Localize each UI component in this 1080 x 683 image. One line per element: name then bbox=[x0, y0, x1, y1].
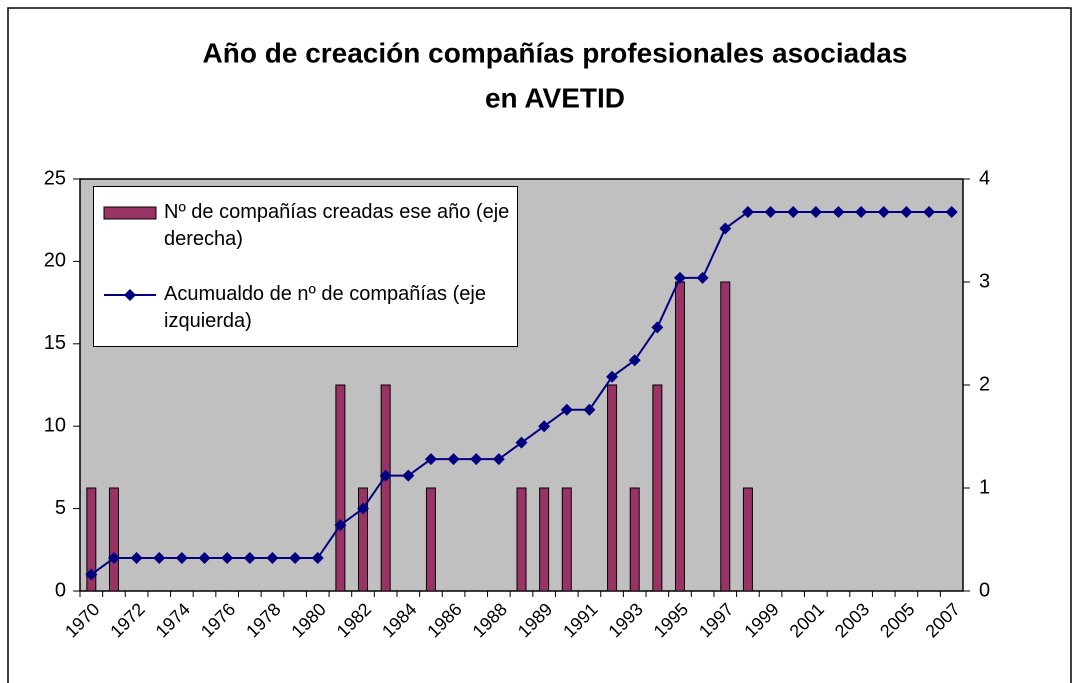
legend-key bbox=[103, 206, 157, 220]
y-tick-label: 10 bbox=[44, 414, 66, 436]
marker bbox=[719, 222, 732, 235]
y-tick-label: 15 bbox=[44, 332, 66, 354]
legend-label: Acumualdo de nº de compañías (eje izquie… bbox=[164, 283, 486, 332]
marker bbox=[492, 453, 505, 466]
y2-tick-label: 0 bbox=[979, 579, 990, 601]
legend-keys bbox=[103, 206, 157, 301]
y2-tick-label: 4 bbox=[979, 167, 990, 189]
legend-key bbox=[124, 289, 136, 301]
bar bbox=[742, 487, 753, 592]
marker bbox=[583, 403, 596, 416]
bar bbox=[380, 384, 391, 592]
bar bbox=[86, 487, 97, 592]
bar bbox=[607, 384, 618, 592]
bar bbox=[358, 487, 369, 592]
chart-title: Año de creación compañías profesionales … bbox=[203, 37, 908, 68]
marker bbox=[402, 469, 415, 482]
marker bbox=[153, 552, 166, 565]
marker bbox=[741, 205, 754, 218]
marker bbox=[198, 552, 211, 565]
bar bbox=[720, 281, 731, 592]
marker bbox=[266, 552, 279, 565]
marker bbox=[855, 205, 868, 218]
bar bbox=[335, 384, 346, 592]
bar bbox=[561, 487, 572, 592]
marker bbox=[832, 205, 845, 218]
bar bbox=[629, 487, 640, 592]
bar bbox=[652, 384, 663, 592]
marker bbox=[470, 453, 483, 466]
y2-tick-label: 3 bbox=[979, 270, 990, 292]
marker bbox=[900, 205, 913, 218]
marker bbox=[289, 552, 302, 565]
marker bbox=[651, 321, 664, 334]
marker bbox=[379, 469, 392, 482]
marker bbox=[515, 436, 528, 449]
marker bbox=[606, 370, 619, 383]
marker bbox=[696, 271, 709, 284]
marker bbox=[424, 453, 437, 466]
marker bbox=[628, 354, 641, 367]
marker bbox=[130, 552, 143, 565]
bar bbox=[108, 487, 119, 592]
marker bbox=[538, 420, 551, 433]
legend-label: Nº de compañías creadas ese año (eje der… bbox=[164, 201, 510, 250]
marker bbox=[945, 205, 958, 218]
legend: Nº de compañías creadas ese año (eje der… bbox=[93, 186, 518, 347]
marker bbox=[447, 453, 460, 466]
y-tick-label: 25 bbox=[44, 167, 66, 189]
y2-tick-label: 1 bbox=[979, 476, 990, 498]
marker bbox=[673, 271, 686, 284]
y-tick-label: 5 bbox=[55, 497, 66, 519]
marker bbox=[175, 552, 188, 565]
marker bbox=[809, 205, 822, 218]
marker bbox=[311, 552, 324, 565]
bar bbox=[539, 487, 550, 592]
y-tick-label: 0 bbox=[55, 579, 66, 601]
marker bbox=[243, 552, 256, 565]
y-tick-label: 20 bbox=[44, 250, 66, 272]
marker bbox=[221, 552, 234, 565]
marker bbox=[107, 552, 120, 565]
y2-tick-label: 2 bbox=[979, 373, 990, 395]
bar bbox=[425, 487, 436, 592]
marker bbox=[85, 568, 98, 581]
bar bbox=[516, 487, 527, 592]
marker bbox=[787, 205, 800, 218]
marker bbox=[334, 519, 347, 532]
marker bbox=[877, 205, 890, 218]
bar bbox=[674, 281, 685, 592]
marker bbox=[560, 403, 573, 416]
chart-title: en AVETID bbox=[485, 82, 625, 113]
marker bbox=[357, 502, 370, 515]
marker bbox=[764, 205, 777, 218]
marker bbox=[923, 205, 936, 218]
